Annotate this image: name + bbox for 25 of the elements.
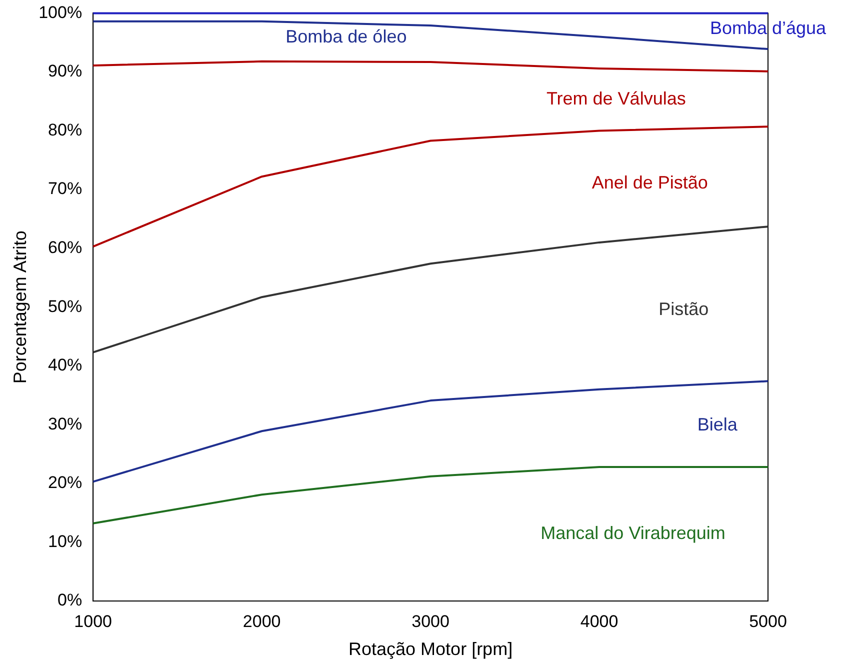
- series-label: Bomba d’água: [710, 18, 828, 38]
- y-axis-title: Porcentagem Atrito: [10, 230, 30, 384]
- y-tick-label: 20%: [48, 473, 82, 492]
- series-label: Trem de Válvulas: [546, 88, 686, 109]
- x-tick-label: 3000: [412, 612, 450, 631]
- text: Mancal do Virabrequim: [540, 522, 726, 543]
- y-tick-label: 100%: [38, 2, 82, 22]
- y-tick-label: 50%: [48, 296, 82, 316]
- x-axis-title: Rotação Motor [rpm]: [348, 639, 513, 660]
- y-tick-label: 90%: [48, 62, 82, 81]
- y-tick-label: 30%: [48, 414, 82, 434]
- y-tick-label: 0%: [58, 590, 82, 610]
- y-tick-label: 10%: [48, 532, 82, 551]
- y-tick-label: 40%: [48, 356, 82, 375]
- y-tick-label: 80%: [48, 120, 82, 140]
- x-tick-label: 1000: [74, 612, 112, 631]
- text: Anel de Pistão: [592, 172, 708, 193]
- text: Pistão: [658, 298, 709, 319]
- x-tick-label: 2000: [242, 612, 281, 631]
- y-tick-label: 70%: [48, 179, 82, 198]
- series-label: Biela: [697, 414, 738, 434]
- x-tick-label: 5000: [749, 612, 787, 631]
- series-label: Bomba de óleo: [286, 26, 407, 46]
- y-tick-label: 60%: [48, 238, 82, 258]
- x-tick-label: 4000: [580, 612, 618, 631]
